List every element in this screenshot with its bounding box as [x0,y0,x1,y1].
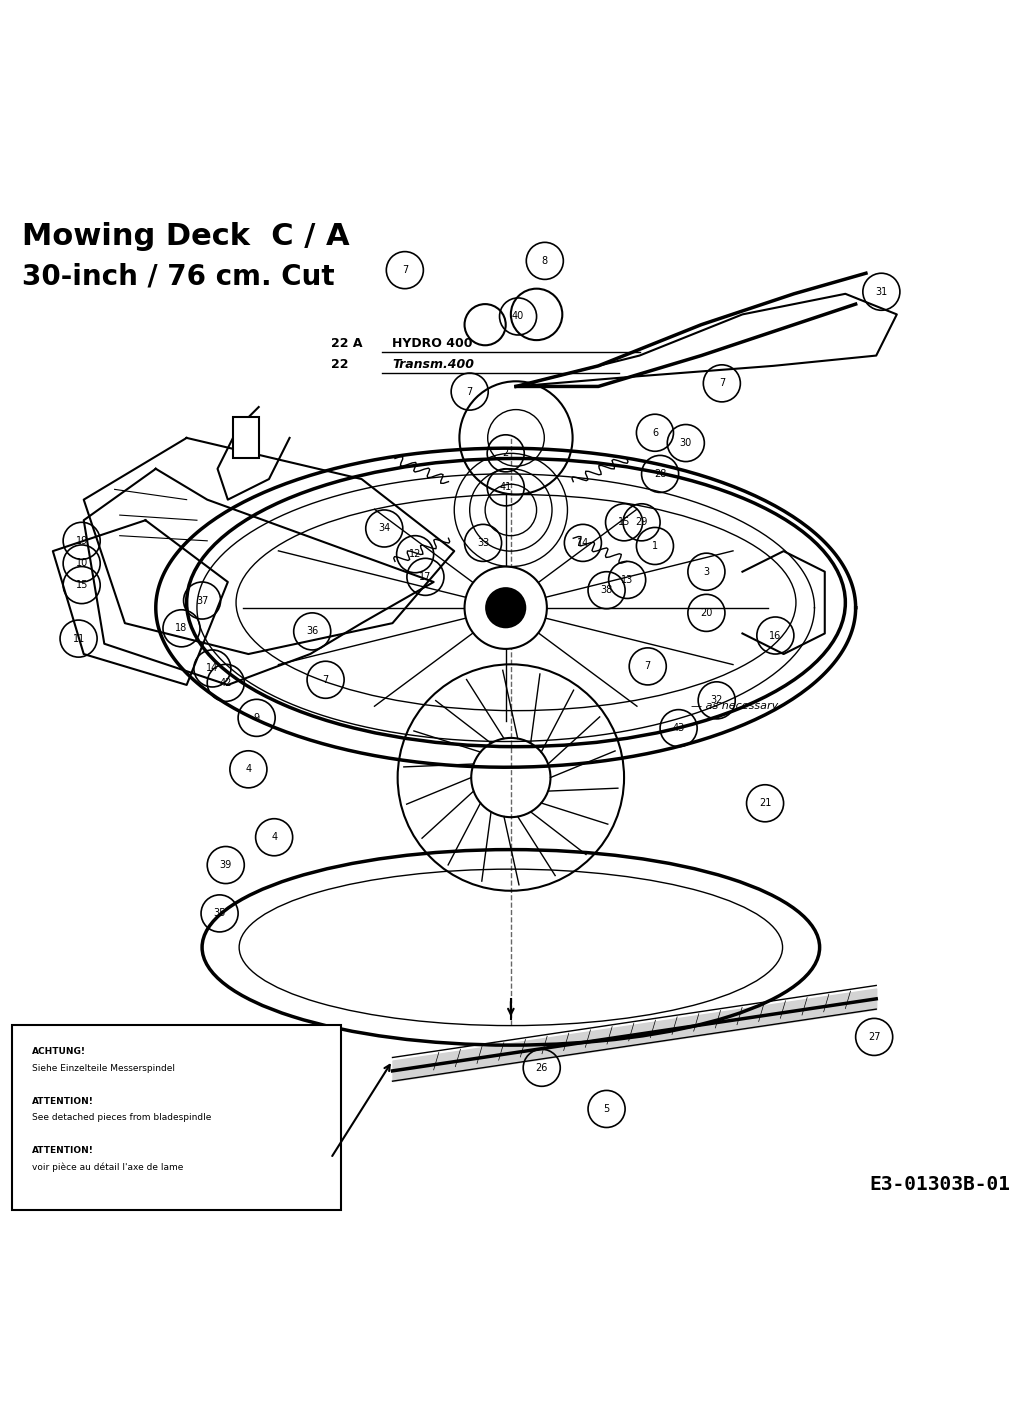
Text: 34: 34 [378,523,390,533]
Text: 37: 37 [196,595,208,605]
Text: 33: 33 [477,538,489,547]
Text: 42: 42 [220,677,232,687]
Text: 6: 6 [652,428,658,437]
Text: 10: 10 [75,559,88,569]
Text: 1: 1 [652,540,658,550]
Text: 7: 7 [401,265,408,275]
Text: 8: 8 [542,255,548,265]
Text: 28: 28 [654,468,667,478]
Text: Mowing Deck  C / A: Mowing Deck C / A [22,222,350,251]
Text: 14: 14 [206,663,219,673]
Text: — as necessary: — as necessary [691,700,778,711]
Text: 4: 4 [246,765,252,775]
Text: voir pièce au détail l'axe de lame: voir pièce au détail l'axe de lame [32,1163,184,1173]
Text: 15: 15 [618,518,631,528]
Text: 30: 30 [680,437,691,449]
Text: 21: 21 [759,799,771,809]
Text: 7: 7 [645,662,651,672]
Text: 41: 41 [499,483,512,492]
Text: ATTENTION!: ATTENTION! [32,1146,94,1156]
Text: 7: 7 [466,387,473,396]
Text: 39: 39 [220,861,232,871]
Text: 15: 15 [75,580,88,590]
Text: 27: 27 [868,1031,880,1041]
Text: See detached pieces from bladespindle: See detached pieces from bladespindle [32,1113,212,1122]
Text: 9: 9 [254,713,260,722]
Text: 7: 7 [718,378,724,388]
Text: 14: 14 [577,538,589,547]
Text: 32: 32 [710,696,722,706]
Text: 19: 19 [75,536,88,546]
Text: 31: 31 [875,286,888,296]
Text: 13: 13 [621,574,634,586]
Circle shape [464,567,547,649]
Text: Siehe Einzelteile Messerspindel: Siehe Einzelteile Messerspindel [32,1064,175,1072]
Polygon shape [84,468,433,684]
Text: Transm.400: Transm.400 [392,358,475,371]
Text: 20: 20 [701,608,712,618]
Text: 35: 35 [214,909,226,919]
Text: 43: 43 [673,724,685,734]
Text: E3-01303B-01: E3-01303B-01 [869,1175,1010,1194]
Text: 4: 4 [271,832,278,842]
Text: 22 A: 22 A [330,337,362,350]
Text: 38: 38 [601,586,613,595]
Text: 30-inch / 76 cm. Cut: 30-inch / 76 cm. Cut [22,262,334,291]
Text: 22: 22 [330,358,348,371]
Text: 17: 17 [419,571,431,581]
FancyBboxPatch shape [11,1024,341,1209]
Circle shape [485,587,526,628]
Text: 26: 26 [536,1062,548,1072]
Polygon shape [742,552,825,655]
Text: ACHTUNG!: ACHTUNG! [32,1047,87,1057]
Bar [233,418,259,459]
Text: HYDRO 400: HYDRO 400 [392,337,473,350]
Text: 12: 12 [409,549,421,559]
Text: 2: 2 [503,449,509,459]
Polygon shape [84,437,454,655]
Text: 18: 18 [175,624,188,634]
Text: 29: 29 [636,518,648,528]
Text: 36: 36 [307,626,318,636]
Text: 5: 5 [604,1103,610,1113]
Text: 16: 16 [769,631,781,641]
Text: 40: 40 [512,312,524,322]
Text: 3: 3 [704,567,709,577]
Text: ATTENTION!: ATTENTION! [32,1096,94,1106]
Text: 7: 7 [322,674,329,684]
Text: 11: 11 [72,634,85,643]
